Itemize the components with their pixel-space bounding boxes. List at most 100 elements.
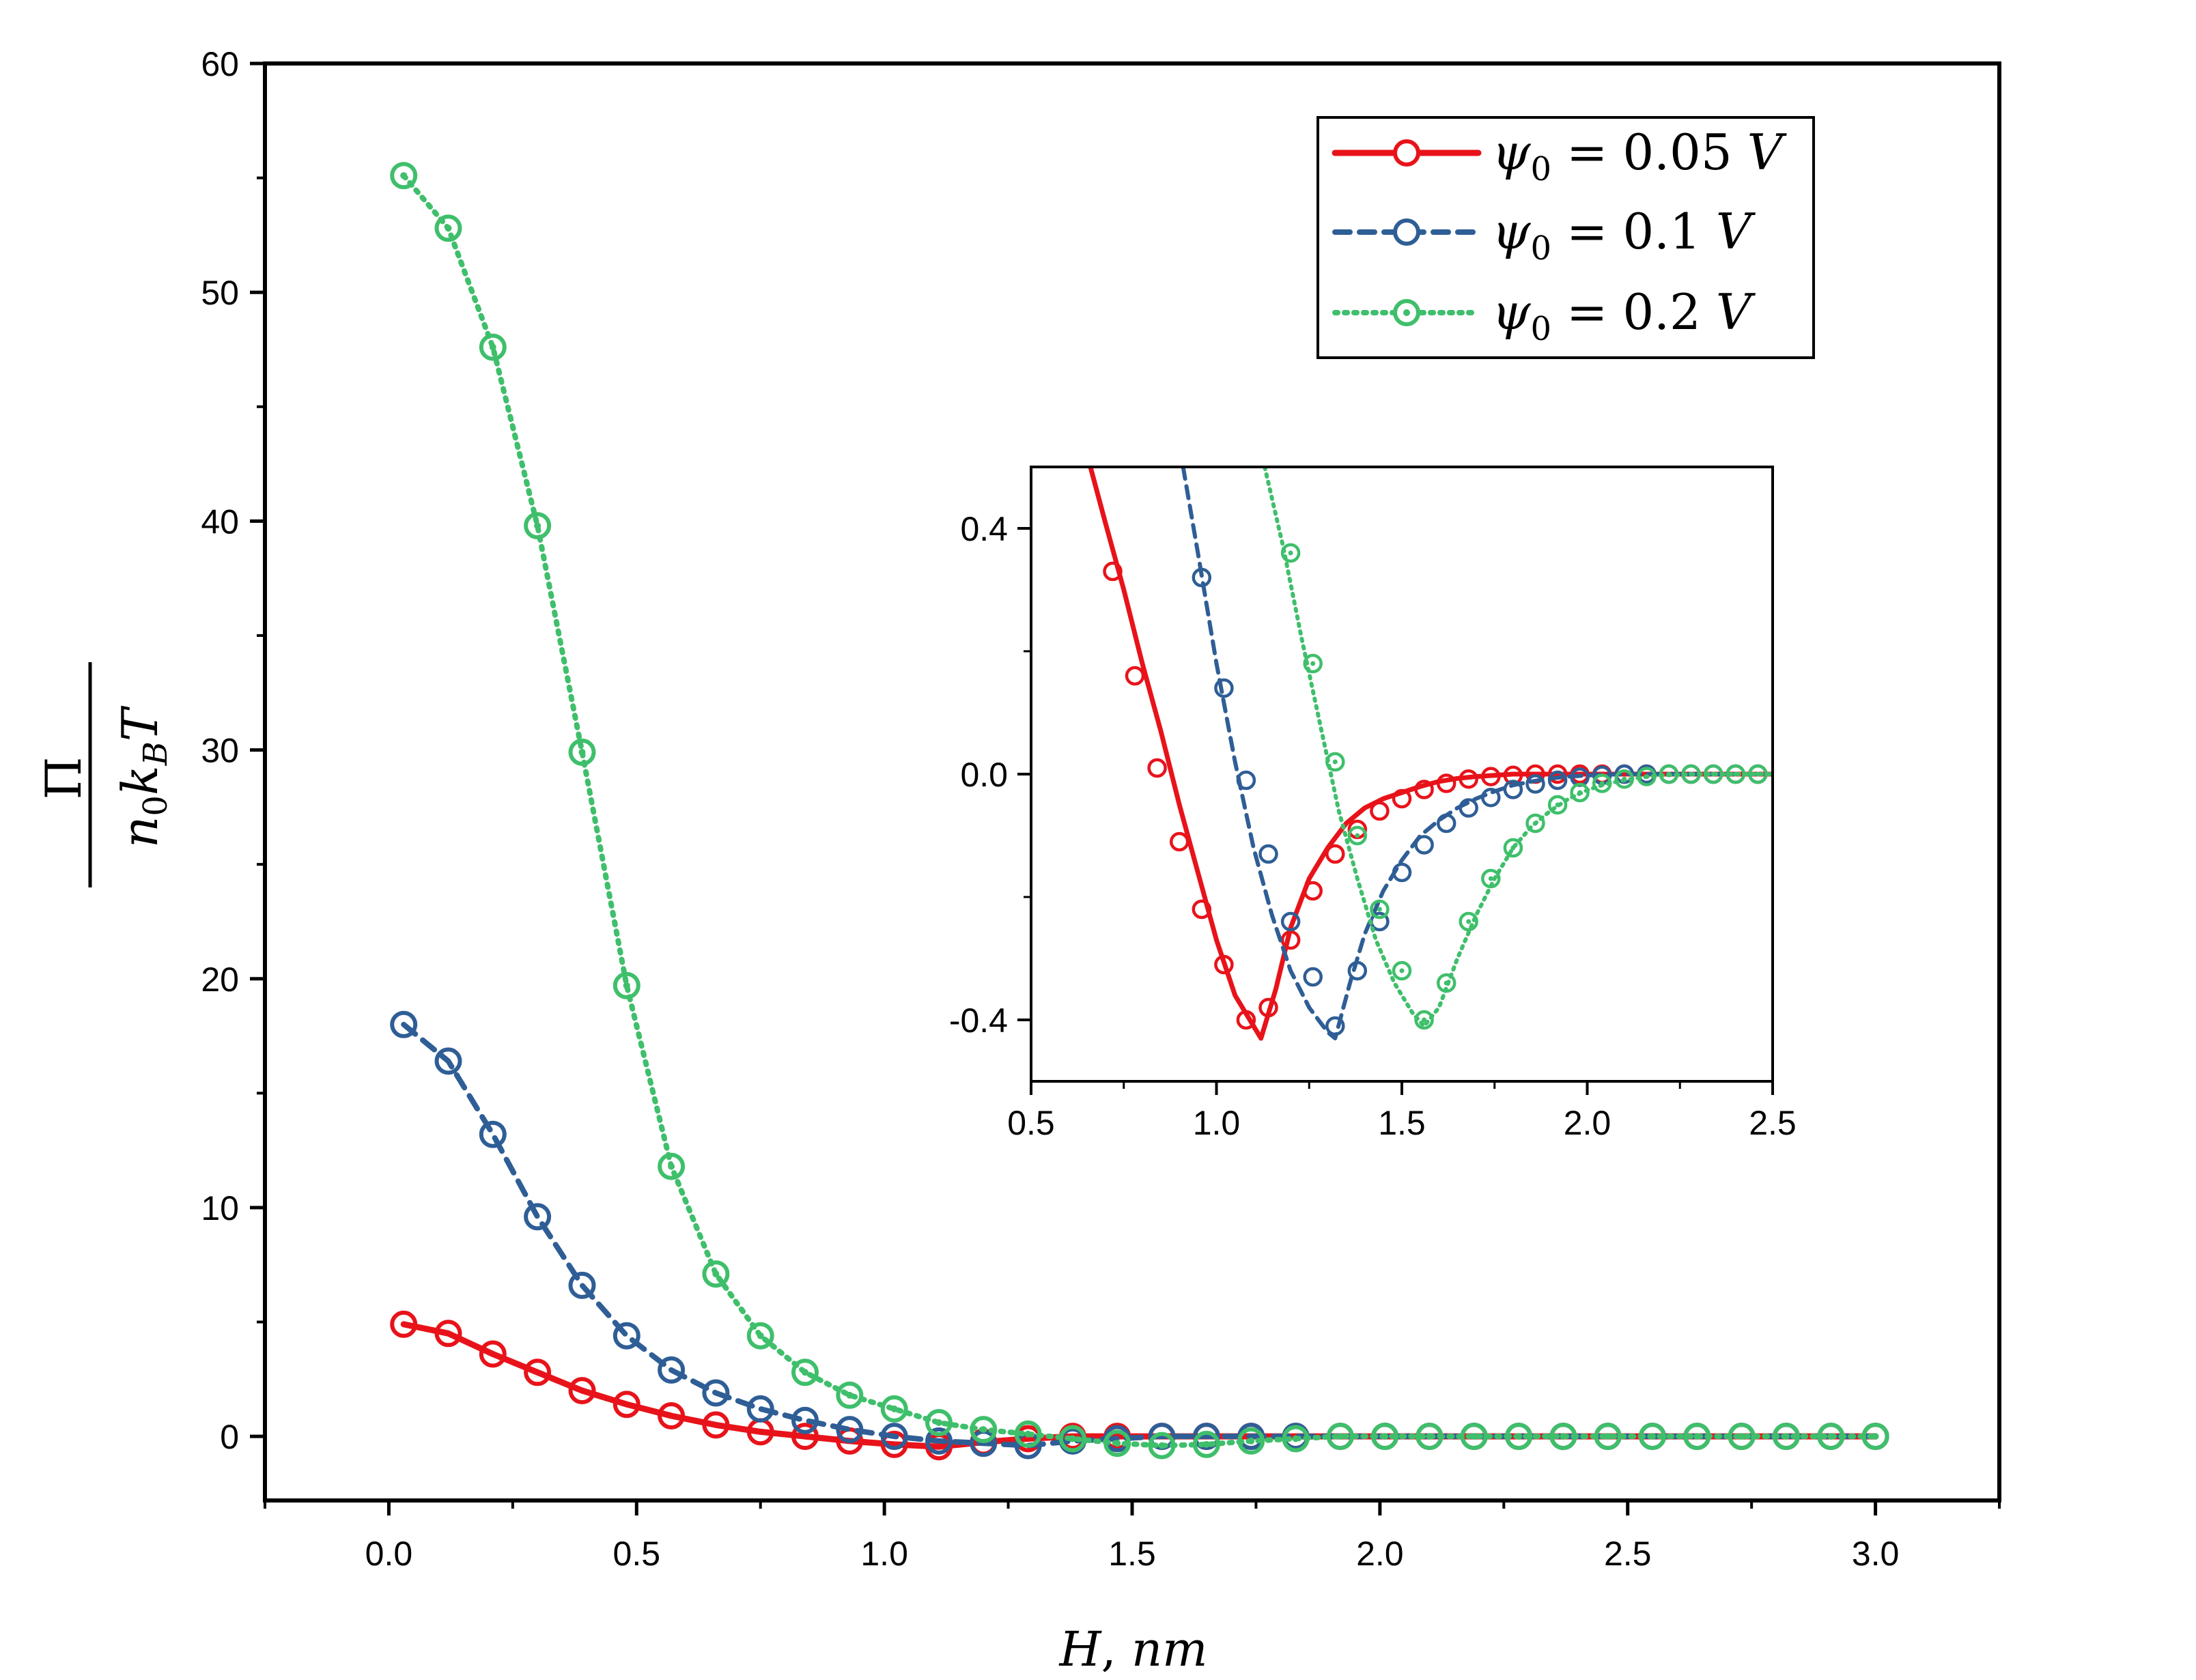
inset-series-0-0-2-v-2 — [1263, 467, 1773, 1030]
main-point-0-0-1-v-1-8 — [746, 1395, 774, 1423]
inset-point-0-0-2-v-2-14 — [1592, 773, 1612, 793]
inset-point-0-0-05-v-0-3 — [1169, 831, 1190, 852]
main-point-center-0-0-2-v-2-29 — [1693, 1433, 1701, 1440]
main-point-center-0-0-2-v-2-20 — [1292, 1435, 1299, 1442]
main-y-tick-label: 60 — [201, 45, 239, 83]
main-point-center-0-0-2-v-2-19 — [1248, 1437, 1255, 1444]
inset-point-0-0-05-v-0-0 — [1103, 561, 1123, 582]
inset-point-0-0-05-v-0-15 — [1436, 773, 1456, 793]
inset-point-center-0-0-2-v-2-0 — [1288, 550, 1293, 556]
main-point-0-0-05-v-0-2 — [479, 1340, 507, 1368]
inset-point-0-0-2-v-2-17 — [1659, 764, 1679, 784]
legend-subscript: 0 — [1530, 150, 1551, 188]
main-point-0-0-1-v-1-12 — [925, 1427, 953, 1455]
main-point-center-0-0-2-v-2-12 — [935, 1419, 942, 1426]
main-x-tick-label: 2.0 — [1356, 1535, 1404, 1573]
legend-label-0-0-2-v-2: ψ0 = 0.2 V — [1492, 283, 1756, 348]
main-point-0-0-1-v-1-7 — [702, 1379, 730, 1407]
main-x-ticks: 0.0 0.5 1.0 1.5 2.0 2.5 3.0 — [264, 1500, 2001, 1573]
main-series-line-0-0-2-v-2 — [401, 173, 1878, 1449]
inset-point-0-0-1-v-1-16 — [1547, 770, 1568, 791]
main-point-center-0-0-2-v-2-14 — [1024, 1430, 1032, 1438]
inset-point-center-0-0-2-v-2-12 — [1555, 802, 1560, 808]
legend-subscript: 0 — [1530, 310, 1551, 348]
inset-point-0-0-1-v-1-2 — [1236, 770, 1256, 791]
main-x-tick-label: 1.5 — [1108, 1535, 1156, 1573]
main-point-center-0-0-2-v-2-22 — [1381, 1433, 1389, 1440]
inset-point-0-0-1-v-1-1 — [1214, 678, 1234, 698]
main-point-center-0-0-2-v-2-11 — [890, 1405, 898, 1412]
inset-point-0-0-2-v-2-6 — [1414, 1010, 1434, 1030]
main-point-0-0-05-v-0-5 — [613, 1391, 640, 1419]
inset-point-0-0-2-v-2-21 — [1748, 764, 1768, 784]
inset-point-center-0-0-2-v-2-16 — [1644, 774, 1649, 780]
main-point-center-0-0-2-v-2-26 — [1560, 1433, 1567, 1440]
x-axis-title: H, nm — [1058, 1621, 1207, 1677]
inset-point-0-0-05-v-0-10 — [1325, 844, 1345, 864]
inset-point-center-0-0-2-v-2-11 — [1533, 821, 1538, 826]
inset-point-0-0-1-v-1-11 — [1436, 813, 1456, 834]
legend-symbol: ψ — [1492, 124, 1532, 181]
inset-point-0-0-05-v-0-2 — [1147, 758, 1167, 778]
y-axis-title: Π n0kBT — [35, 662, 175, 887]
main-point-center-0-0-2-v-2-0 — [400, 172, 408, 180]
inset-x-tick-label: 0.5 — [1007, 1104, 1055, 1142]
main-point-center-0-0-2-v-2-15 — [1069, 1435, 1076, 1442]
legend-value: 0.2 — [1622, 283, 1701, 341]
main-point-0-0-2-v-2-2 — [479, 333, 507, 361]
main-point-0-0-2-v-2-25 — [1505, 1423, 1533, 1451]
inset-point-0-0-1-v-1-13 — [1481, 787, 1501, 808]
inset-x-ticks: 0.5 1.0 1.5 2.0 2.5 — [1007, 1081, 1797, 1142]
main-point-center-0-0-2-v-2-23 — [1426, 1433, 1433, 1440]
inset-point-0-0-2-v-2-19 — [1703, 764, 1723, 784]
inset-point-0-0-2-v-2-18 — [1681, 764, 1701, 784]
main-point-0-0-05-v-0-4 — [568, 1377, 596, 1405]
y-axis-title-numerator: Π — [35, 757, 92, 800]
inset-point-0-0-2-v-2-7 — [1436, 973, 1456, 993]
legend-value: 0.1 — [1622, 203, 1701, 260]
inset-point-0-0-05-v-0-17 — [1481, 767, 1501, 786]
main-point-0-0-2-v-2-3 — [524, 512, 552, 540]
inset-point-0-0-2-v-2-12 — [1547, 795, 1568, 815]
main-y-tick-label: 30 — [201, 732, 239, 770]
inset-y-ticks: -0.4 0.0 0.4 — [949, 510, 1031, 1040]
inset-point-0-0-05-v-0-9 — [1303, 881, 1323, 901]
inset-point-center-0-0-2-v-2-18 — [1689, 771, 1693, 777]
legend-symbol: ψ — [1492, 283, 1532, 341]
main-point-0-0-05-v-0-0 — [390, 1310, 418, 1338]
main-point-0-0-05-v-0-1 — [434, 1320, 462, 1348]
main-point-0-0-1-v-1-0 — [390, 1010, 418, 1038]
legend-marker-center-0-0-2-v-2 — [1403, 309, 1410, 316]
main-point-0-0-1-v-1-4 — [568, 1271, 596, 1299]
legend: ψ0 = 0.05 Vψ0 = 0.1 Vψ0 = 0.2 V — [1317, 116, 1815, 359]
main-point-0-0-2-v-2-8 — [746, 1322, 774, 1350]
main-y-tick-label: 0 — [220, 1418, 239, 1456]
main-point-0-0-2-v-2-22 — [1371, 1423, 1399, 1451]
main-point-0-0-2-v-2-20 — [1282, 1425, 1310, 1453]
inset-point-0-0-1-v-1-6 — [1325, 1016, 1345, 1036]
inset-point-0-0-2-v-2-9 — [1481, 868, 1501, 889]
legend-label-0-0-1-v-1: ψ0 = 0.1 V — [1492, 203, 1756, 268]
main-point-0-0-05-v-0-3 — [524, 1358, 552, 1386]
main-y-tick-label: 10 — [201, 1189, 239, 1227]
inset-y-tick-label: 0.0 — [960, 756, 1008, 794]
main-series-layer — [390, 162, 1889, 1461]
main-x-tick-label: 0.5 — [613, 1535, 661, 1573]
main-x-tick-label: 3.0 — [1852, 1535, 1900, 1573]
y-axis-title-denominator: n0kBT — [111, 705, 175, 848]
inset-point-0-0-2-v-2-20 — [1726, 764, 1745, 784]
main-point-0-0-2-v-2-5 — [613, 971, 640, 999]
inset-point-center-0-0-2-v-2-17 — [1666, 771, 1672, 777]
legend-marker-0-0-1-v-1 — [1393, 218, 1420, 246]
inset-x-tick-label: 2.5 — [1749, 1104, 1797, 1142]
legend-equals: = — [1566, 124, 1607, 181]
inset-x-tick-label: 1.0 — [1193, 1104, 1241, 1142]
inset-y-tick-label: -0.4 — [949, 1001, 1008, 1040]
main-point-0-0-2-v-2-11 — [880, 1395, 908, 1423]
main-y-tick-label: 40 — [201, 502, 239, 541]
legend-unit: V — [1716, 203, 1756, 260]
inset-point-center-0-0-2-v-2-3 — [1355, 833, 1360, 838]
main-point-center-0-0-2-v-2-7 — [712, 1270, 720, 1278]
inset-point-center-0-0-2-v-2-21 — [1755, 771, 1760, 777]
